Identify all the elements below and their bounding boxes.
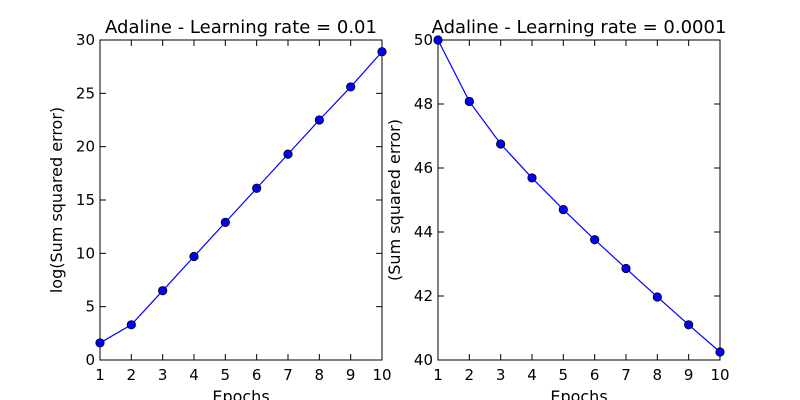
right-y-tick-label: 50 [414,31,433,49]
left-data-point [220,217,230,227]
right-x-tick-label: 3 [496,366,506,384]
left-data-point [189,251,199,262]
right-data-point [433,35,443,45]
right-series-line [437,39,721,353]
right-x-tick-label: 9 [684,366,694,384]
left-y-tick-label: 25 [76,84,95,102]
right-y-tick-label: 46 [414,159,433,177]
left-x-tick-label: 8 [315,366,325,384]
left-x-tick-label: 10 [372,366,391,384]
right-x-axis-label: Epochs [550,387,607,400]
left-y-axis-label: log(Sum squared error) [47,107,66,293]
left-x-tick-label: 1 [95,366,105,384]
right-data-point [652,292,662,302]
left-x-axis-label: Epochs [212,387,269,400]
left-y-tick-label: 30 [76,31,95,49]
right-x-tick-label: 10 [710,366,729,384]
left-y-tick-label: 10 [76,244,95,262]
left-data-point [314,115,324,125]
right-x-tick-label: 7 [621,366,631,384]
right-y-axis-label: (Sum squared error) [385,119,404,281]
right-data-point [621,263,631,274]
right-data-point [715,347,725,357]
left-series-line [99,51,383,344]
left-y-tick-label: 15 [76,191,95,209]
right-x-tick-label: 2 [465,366,475,384]
left-data-point [283,149,293,159]
right-y-tick-label: 40 [414,351,433,369]
left-data-point [95,338,105,348]
left-y-tick-label: 0 [85,351,95,369]
left-x-tick-label: 4 [189,366,199,384]
left-data-point [126,320,136,330]
right-data-point [684,320,694,330]
right-data-point [558,205,568,215]
right-plot-frame [437,39,721,361]
left-chart: 1 2 3 4 5 6 7 8 9 10 0 5 10 15 20 25 30 Adaline - Learnin… [47,17,392,400]
left-chart-title: Adaline - Learning rate = 0.01 [105,17,377,38]
left-x-tick-label: 6 [252,366,262,384]
right-y-tick-label: 42 [414,287,433,305]
right-chart-title: Adaline - Learning rate = 0.0001 [432,17,727,38]
right-x-tick-label: 1 [433,366,443,384]
right-data-point [464,96,474,107]
left-data-point [346,82,356,92]
left-x-tick-label: 5 [221,366,231,384]
right-x-tick-label: 4 [527,366,537,384]
left-y-tick-label: 20 [76,138,95,156]
right-y-tick-label: 48 [414,95,433,113]
right-x-tick-label: 8 [653,366,663,384]
left-x-tick-label: 7 [283,366,293,384]
right-y-tick-label: 44 [414,223,433,241]
left-x-tick-label: 2 [127,366,137,384]
left-data-point [158,286,168,296]
right-x-tick-label: 6 [590,366,600,384]
right-data-point [496,139,506,149]
left-data-point [377,47,387,57]
left-x-tick-label: 3 [158,366,168,384]
left-data-point [252,183,262,193]
left-y-tick-label: 5 [85,298,95,316]
left-x-tick-label: 9 [346,366,356,384]
right-x-tick-label: 5 [559,366,569,384]
right-data-point [590,235,600,245]
right-data-point [527,173,537,183]
